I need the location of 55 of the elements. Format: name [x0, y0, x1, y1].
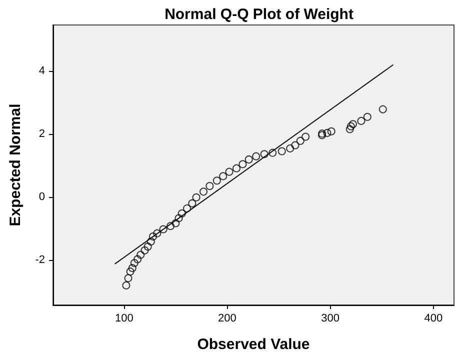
point — [166, 222, 175, 230]
point — [278, 147, 286, 156]
point — [122, 281, 130, 290]
point — [206, 182, 214, 190]
point — [212, 176, 221, 185]
point — [146, 238, 155, 246]
point — [238, 160, 247, 168]
point — [323, 128, 332, 137]
point — [153, 229, 162, 238]
x-tick-label: 100 — [114, 312, 134, 324]
point — [192, 193, 200, 202]
x-tick-label: 300 — [321, 312, 340, 324]
point — [178, 209, 186, 218]
point — [200, 188, 208, 196]
point — [219, 172, 228, 180]
point — [225, 168, 234, 176]
point — [188, 199, 196, 208]
point — [363, 112, 372, 121]
chart-title: Normal Q-Q Plot of Weight — [164, 6, 354, 23]
point — [134, 255, 142, 264]
point — [302, 132, 310, 141]
point — [124, 274, 132, 282]
point — [174, 214, 183, 222]
point — [327, 127, 336, 136]
y-tick-label: 4 — [38, 64, 45, 77]
point — [183, 204, 192, 212]
y-tick-label: 2 — [38, 128, 45, 140]
point — [296, 136, 304, 145]
x-tick-label: 400 — [424, 312, 443, 324]
point — [159, 225, 168, 234]
y-tick-label: -2 — [35, 254, 45, 266]
point — [140, 246, 149, 254]
point — [286, 144, 294, 152]
x-tick-label: 200 — [218, 312, 236, 324]
y-tick-label: 0 — [38, 191, 45, 204]
point — [348, 120, 357, 128]
point — [244, 155, 253, 164]
point — [128, 264, 136, 272]
point — [268, 148, 277, 157]
point — [149, 232, 157, 240]
point — [291, 141, 300, 150]
point — [232, 164, 240, 172]
point — [136, 250, 145, 259]
point — [172, 219, 180, 228]
point — [130, 259, 138, 268]
point — [346, 125, 354, 134]
point — [126, 268, 134, 276]
point — [378, 105, 387, 114]
x-axis-title: Observed Value — [197, 336, 310, 353]
point — [252, 152, 260, 160]
point — [144, 242, 152, 251]
point — [346, 122, 355, 130]
point — [357, 116, 366, 125]
y-axis-title: Expected Normal — [7, 104, 24, 226]
point — [260, 150, 268, 158]
